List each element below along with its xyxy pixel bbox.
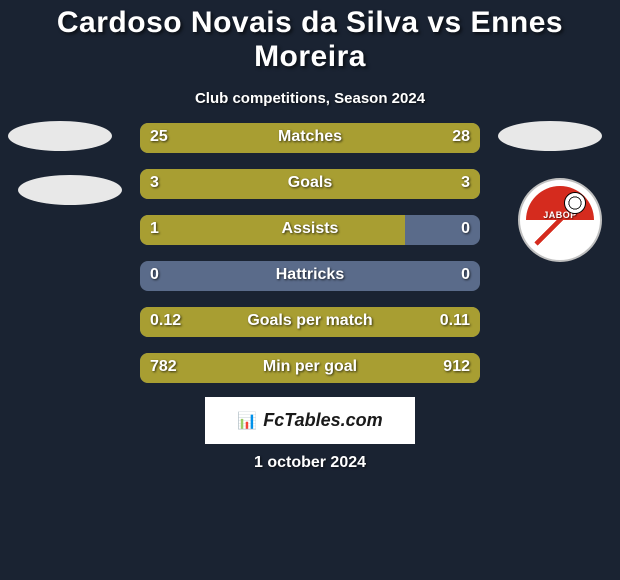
badge-text-top: JABOP	[526, 210, 594, 220]
stat-row: 782912Min per goal	[140, 353, 480, 383]
player1-club-placeholder	[18, 175, 122, 205]
player1-photo-placeholder	[8, 121, 112, 151]
chart-icon: 📊	[237, 411, 257, 431]
stat-label: Hattricks	[140, 266, 480, 284]
stat-label: Goals	[140, 174, 480, 192]
stat-row: 00Hattricks	[140, 261, 480, 291]
stat-row: 10Assists	[140, 215, 480, 245]
watermark: 📊 FcTables.com	[205, 397, 415, 444]
watermark-text: FcTables.com	[263, 410, 382, 431]
stat-label: Matches	[140, 128, 480, 146]
stat-row: 0.120.11Goals per match	[140, 307, 480, 337]
stat-label: Goals per match	[140, 312, 480, 330]
stat-row: 33Goals	[140, 169, 480, 199]
stats-bars: 2528Matches 33Goals 10Assists 00Hattricks 0.…	[140, 123, 480, 399]
player2-photo-placeholder	[498, 121, 602, 151]
stat-label: Assists	[140, 220, 480, 238]
subtitle: Club competitions, Season 2024	[0, 90, 620, 107]
stat-label: Min per goal	[140, 358, 480, 376]
page-title: Cardoso Novais da Silva vs Ennes Moreira	[0, 0, 620, 74]
club-badge: JABOP	[518, 178, 602, 262]
badge-ball-icon	[564, 192, 586, 214]
date-text: 1 october 2024	[0, 454, 620, 472]
stat-row: 2528Matches	[140, 123, 480, 153]
